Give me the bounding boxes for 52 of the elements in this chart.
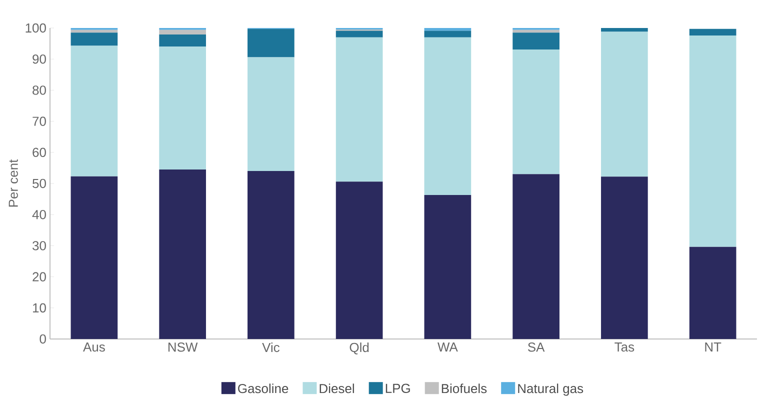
y-tick-label: 30 bbox=[32, 241, 46, 250]
y-tick-label: 80 bbox=[32, 86, 46, 95]
x-tick-label: Qld bbox=[350, 342, 369, 354]
bar bbox=[336, 182, 383, 339]
x-tick-label: NT bbox=[705, 342, 722, 352]
bar bbox=[336, 30, 383, 38]
x-tick-label: WA bbox=[438, 342, 458, 352]
y-tick-label: 100 bbox=[26, 23, 46, 33]
bar bbox=[512, 174, 560, 339]
bar bbox=[689, 35, 736, 247]
x-tick-label: NSW bbox=[168, 342, 198, 352]
bar bbox=[248, 28, 294, 58]
y-tick-label: 90 bbox=[32, 54, 46, 64]
bar bbox=[159, 34, 206, 47]
y-tick-label: 50 bbox=[32, 178, 46, 188]
y-axis-title: Per cent bbox=[8, 159, 18, 207]
legend-label: Gasoline bbox=[238, 384, 288, 394]
x-tick-label: SA bbox=[528, 342, 545, 352]
bar bbox=[424, 37, 472, 195]
bar bbox=[159, 46, 206, 170]
legend-label: Biofuels bbox=[442, 384, 487, 394]
bar bbox=[689, 246, 736, 339]
y-tick-label: 40 bbox=[32, 210, 46, 220]
x-tick-label: Tas bbox=[614, 342, 634, 352]
x-tick-label: Aus bbox=[83, 342, 105, 352]
bar bbox=[512, 32, 560, 50]
y-tick-label: 20 bbox=[32, 272, 46, 282]
bar bbox=[159, 169, 206, 339]
bar bbox=[424, 195, 472, 339]
bar bbox=[601, 176, 648, 339]
bar bbox=[70, 176, 118, 339]
bar bbox=[424, 28, 472, 31]
y-tick-label: 10 bbox=[33, 303, 46, 312]
bar bbox=[70, 46, 118, 176]
bar bbox=[512, 49, 560, 174]
bar bbox=[424, 30, 472, 38]
legend-label: Natural gas bbox=[518, 384, 584, 396]
bar bbox=[248, 171, 294, 339]
bar bbox=[512, 30, 560, 33]
legend-label: LPG bbox=[386, 384, 410, 393]
bar bbox=[601, 32, 648, 177]
legend-label: Diesel bbox=[320, 384, 354, 394]
bar bbox=[159, 30, 206, 35]
y-tick-label: 0 bbox=[40, 334, 46, 344]
y-tick-label: 70 bbox=[32, 116, 46, 126]
bar bbox=[248, 57, 294, 172]
bar bbox=[689, 28, 736, 36]
y-tick-label: 60 bbox=[32, 148, 46, 157]
bar bbox=[601, 28, 648, 32]
bar bbox=[70, 32, 118, 46]
x-tick-label: Vic bbox=[262, 342, 280, 352]
bar bbox=[336, 37, 383, 182]
